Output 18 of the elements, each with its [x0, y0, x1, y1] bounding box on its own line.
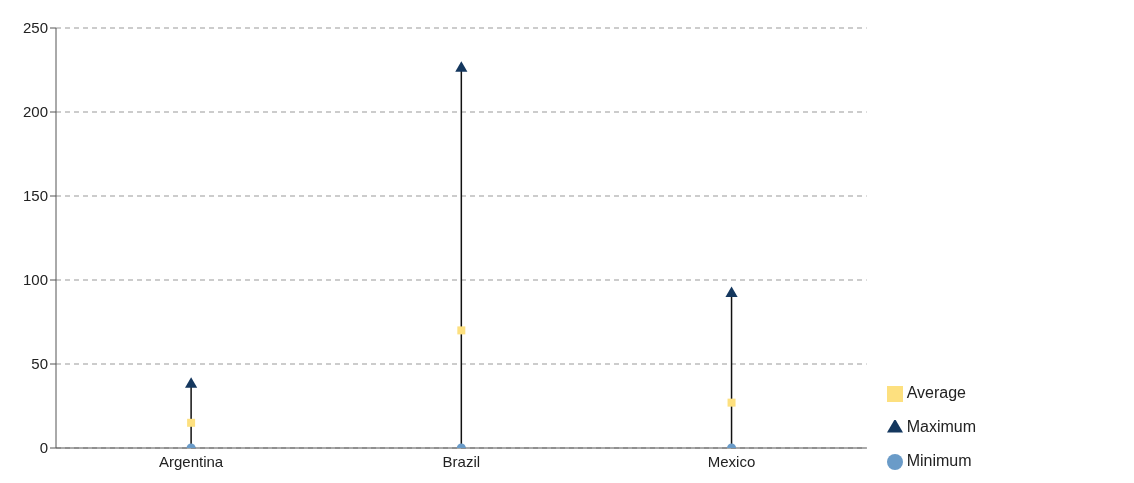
point	[727, 398, 736, 407]
point	[187, 418, 196, 427]
legend-label: Maximum	[906, 418, 976, 435]
x-tick-label: Brazil	[442, 452, 481, 470]
x-tick-label: Argentina	[159, 452, 224, 470]
y-tick-label: 200	[22, 103, 48, 121]
legend-label: Average	[906, 384, 966, 401]
y-tick-label: 150	[22, 187, 48, 205]
y-tick-label: 0	[39, 439, 48, 457]
y-tick-label: 250	[22, 19, 48, 37]
point	[457, 326, 466, 335]
point	[725, 286, 738, 297]
legend-label: Minimum	[906, 452, 972, 469]
x-tick-label: Mexico	[707, 452, 756, 470]
y-tick-label: 50	[31, 355, 48, 373]
y-tick-label: 100	[22, 271, 48, 289]
point	[455, 61, 468, 72]
point	[185, 377, 198, 388]
